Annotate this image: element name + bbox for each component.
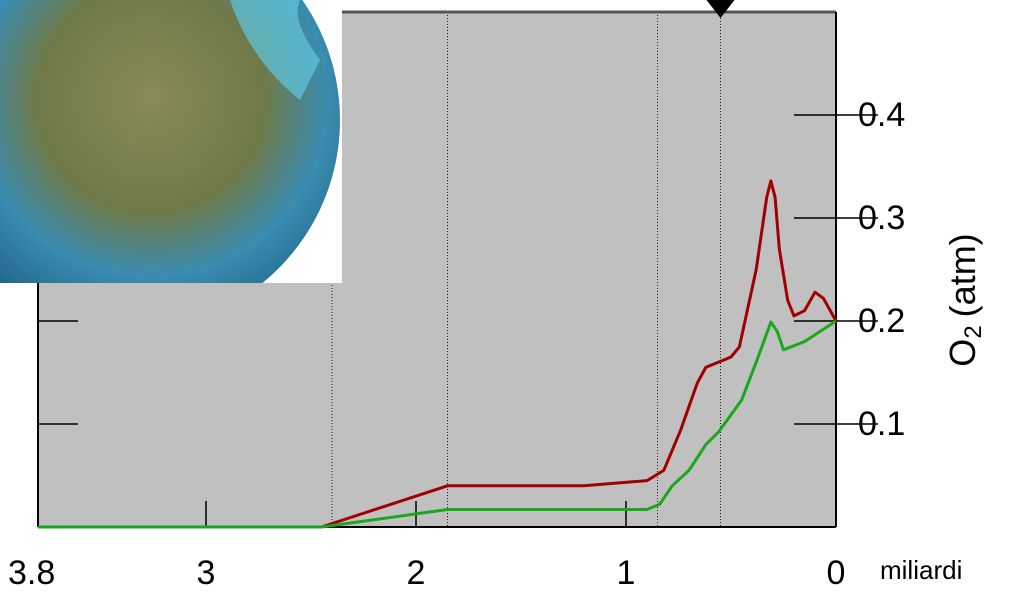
x-tick-label: 3: [197, 554, 216, 592]
y-tick-label: 0.1: [858, 405, 905, 443]
chart: 0.10.20.30.43.83210 miliardi O2(atm): [0, 0, 1011, 594]
x-tick-label: 1: [617, 554, 636, 592]
y-label-text: O: [942, 339, 983, 367]
x-axis-label: miliardi: [880, 555, 962, 585]
x-tick-label: 0: [827, 554, 846, 592]
y-label-subscript: 2: [960, 325, 987, 338]
y-axis-label: O2 (atm): [942, 233, 988, 366]
x-tick-label: 3.8: [8, 554, 55, 592]
x-tick-label: 2: [407, 554, 426, 592]
y-tick-label: 0.4: [858, 96, 905, 134]
y-tick-label: 0.2: [858, 302, 905, 340]
page: {"chart_data": { "type": "line", "y_labe…: [0, 0, 1011, 594]
y-tick-label: 0.3: [858, 199, 905, 237]
y-label-suffix: (atm): [942, 233, 983, 317]
